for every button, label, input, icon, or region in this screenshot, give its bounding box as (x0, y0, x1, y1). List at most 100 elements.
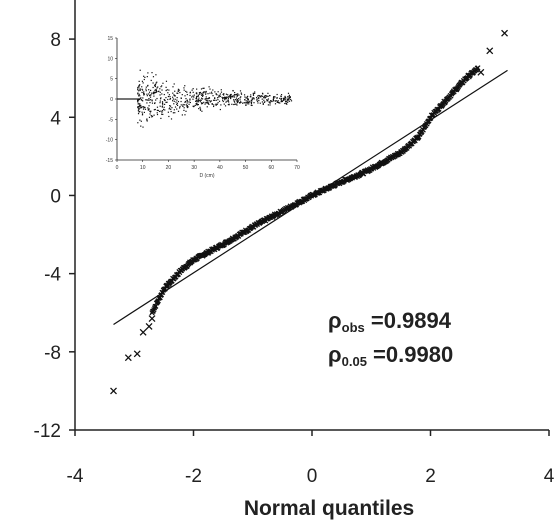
inset-point (149, 111, 152, 113)
inset-point (247, 101, 249, 103)
inset-point (233, 94, 235, 97)
inset-point (200, 103, 203, 105)
inset-points (136, 69, 293, 128)
inset-point (138, 84, 140, 87)
y-tick-group: -12 -8 -4 0 4 8 (34, 30, 75, 442)
inset-point (140, 99, 142, 101)
inset-y-tick-label: -15 (106, 158, 113, 164)
inset-point (147, 99, 149, 101)
inset-point (225, 96, 227, 98)
inset-point (236, 102, 239, 104)
inset-point (273, 97, 275, 99)
inset-point (138, 90, 140, 92)
inset-point (228, 103, 230, 105)
inset-y-tick-label: -10 (106, 138, 113, 144)
inset-point (177, 90, 179, 92)
inset-point (263, 96, 265, 98)
inset-point (212, 89, 214, 91)
inset-point (153, 93, 155, 95)
inset-point (281, 100, 283, 102)
inset-point (240, 93, 243, 95)
inset-point (246, 97, 248, 99)
inset-point (137, 110, 140, 112)
inset-point (153, 84, 156, 86)
inset-point (185, 104, 188, 106)
x-tick-label: -2 (185, 466, 202, 487)
inset-point (245, 102, 247, 104)
inset-point (273, 100, 275, 102)
inset-point (155, 91, 158, 93)
inset-point (207, 101, 209, 103)
inset-point (141, 80, 144, 82)
inset-point (290, 100, 293, 102)
inset-point (269, 102, 271, 104)
inset-point (223, 94, 225, 96)
inset-point (170, 118, 173, 120)
inset-point (138, 103, 140, 105)
inset-point (189, 101, 191, 104)
inset-point (146, 76, 148, 78)
inset-point (149, 89, 152, 91)
inset-point (145, 88, 147, 90)
inset-point (249, 101, 251, 103)
inset-point (234, 101, 236, 103)
outlier-point (501, 29, 509, 37)
inset-point (158, 90, 160, 92)
inset-point (154, 83, 157, 86)
inset-point (186, 106, 188, 108)
inset-point (256, 98, 258, 100)
inset-point (212, 99, 215, 101)
inset-point (140, 120, 142, 122)
rho-obs-value: =0.9894 (365, 308, 452, 333)
inset-point (269, 101, 271, 103)
inset-point (289, 96, 291, 98)
inset-point (169, 96, 171, 98)
inset-point (206, 101, 208, 104)
inset-point (268, 94, 271, 97)
inset-point (277, 100, 279, 102)
inset-point (236, 104, 238, 106)
inset-point (137, 95, 140, 97)
inset-point (250, 94, 252, 96)
inset-point (161, 101, 164, 103)
inset-point (164, 109, 166, 111)
inset-point (202, 95, 204, 97)
inset-point (201, 98, 204, 100)
inset-point (176, 92, 178, 94)
inset-point (153, 91, 156, 94)
inset-point (184, 104, 186, 106)
inset-point (287, 100, 289, 102)
inset-point (276, 97, 278, 99)
inset-point (155, 89, 158, 91)
inset-point (141, 114, 144, 116)
y-tick-label: 0 (50, 186, 61, 207)
inset-point (201, 92, 203, 95)
inset-point (142, 126, 144, 128)
inset-point (140, 107, 143, 109)
inset-point (222, 100, 224, 103)
inset-point (198, 99, 200, 102)
inset-point (199, 93, 201, 95)
inset-point (261, 101, 264, 103)
outlier-point (477, 68, 485, 76)
inset-point (250, 103, 253, 105)
y-tick-label: 8 (50, 30, 61, 51)
inset-point (227, 103, 229, 106)
inset-point (193, 94, 195, 96)
inset-point (237, 100, 239, 102)
inset-point (251, 98, 253, 101)
inset-point (191, 96, 193, 98)
inset-point (170, 108, 172, 110)
y-tick-label: 4 (50, 108, 61, 129)
inset-point (194, 104, 196, 107)
rho-critical-symbol: ρ (328, 342, 342, 367)
inset-point (140, 97, 142, 99)
inset-point (195, 97, 197, 100)
inset-point (280, 94, 283, 96)
inset-point (142, 108, 145, 110)
inset-point (161, 93, 163, 95)
inset-point (247, 97, 249, 100)
qq-point (475, 65, 481, 71)
inset-point (236, 94, 239, 96)
inset-point (186, 100, 188, 102)
